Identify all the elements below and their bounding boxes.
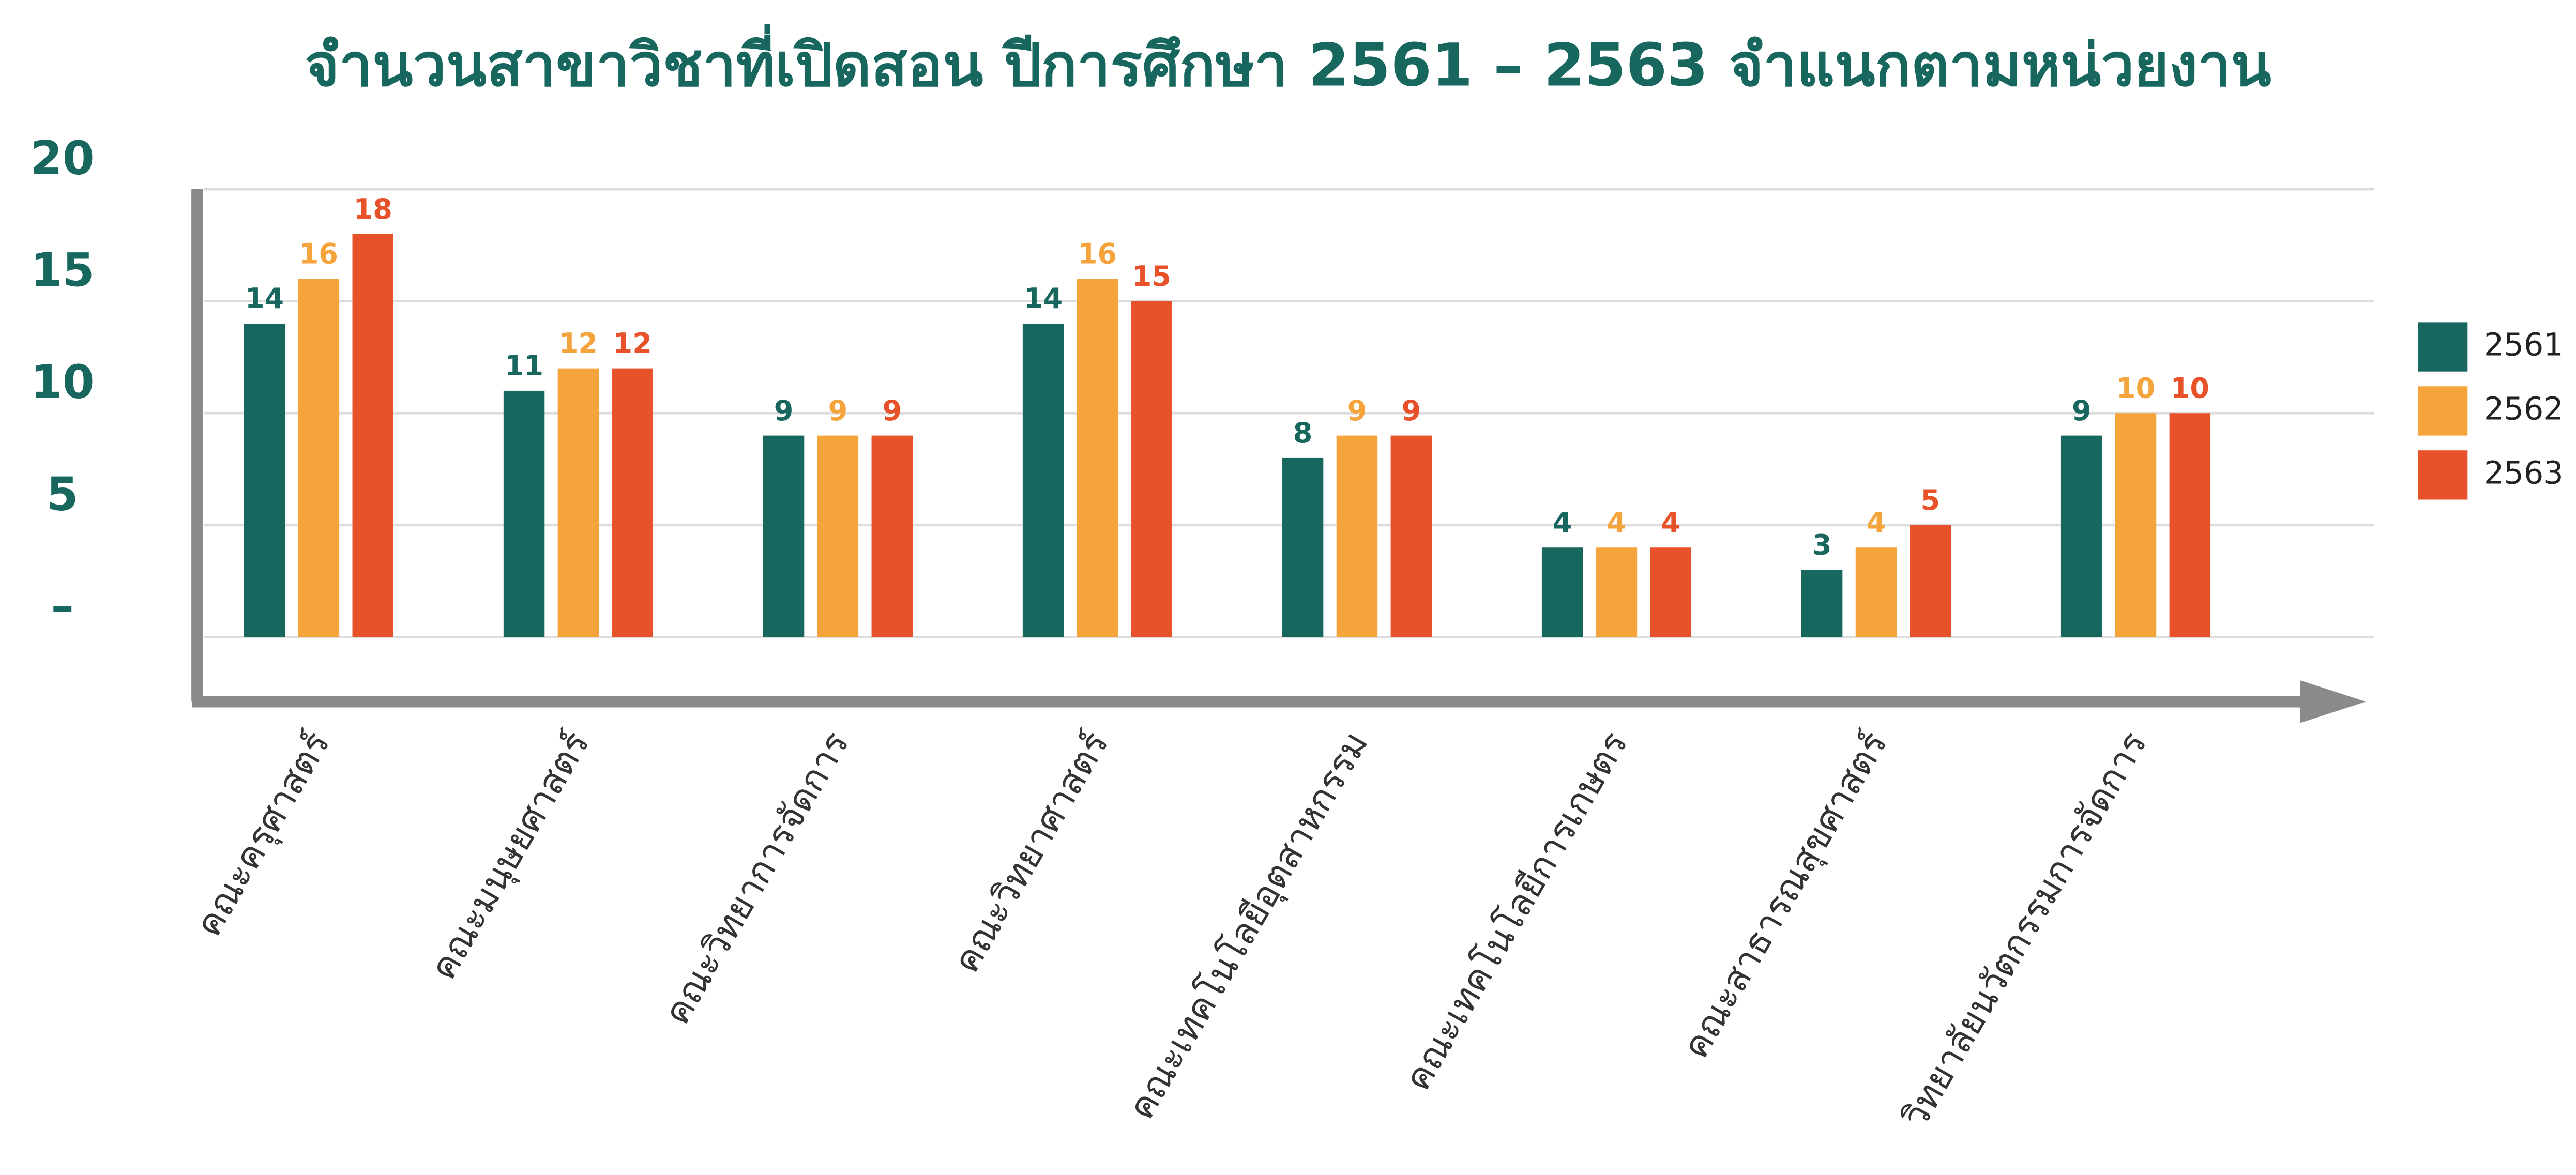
value-label: 12: [613, 327, 652, 360]
legend-swatch: [2418, 450, 2468, 500]
value-label: 14: [1024, 282, 1063, 315]
bar: [2115, 413, 2157, 637]
bar: [557, 368, 599, 637]
chart-title: จำนวนสาขาวิชาที่เปิดสอน ปีการศึกษา 2561 …: [305, 23, 2271, 99]
value-label: 9: [2072, 394, 2092, 427]
bar: [1650, 547, 1692, 637]
bar: [2060, 435, 2102, 637]
bar: [1541, 547, 1583, 637]
bar: [2169, 413, 2211, 637]
value-label: 4: [1661, 506, 1681, 539]
bar: [1022, 323, 1064, 637]
value-label: 4: [1867, 506, 1886, 539]
bar: [871, 435, 913, 637]
value-label: 10: [2171, 372, 2209, 404]
y-tick-label: –: [51, 579, 73, 633]
legend-label: 2563: [2484, 455, 2564, 491]
bar: [1131, 301, 1173, 637]
y-tick-label: 5: [47, 467, 79, 521]
bar: [503, 390, 545, 637]
x-tick-label: คณะเทคโนโลยีอุตสาหกรรม: [1120, 725, 1377, 1127]
bar: [1077, 279, 1118, 637]
value-label: 4: [1553, 506, 1572, 539]
bar: [352, 234, 393, 637]
bar: [612, 368, 653, 637]
bar: [1596, 547, 1638, 637]
x-tick-label: วิทยาลัยนวัตกรรมการจัดการ: [1894, 725, 2155, 1135]
value-label: 9: [828, 394, 848, 427]
value-label: 8: [1293, 417, 1313, 449]
value-label: 9: [774, 394, 794, 427]
x-tick-label: คณะเทคโนโลยีการเกษตร: [1396, 725, 1636, 1098]
legend-label: 2562: [2484, 391, 2564, 428]
value-label: 10: [2116, 372, 2155, 404]
legend-swatch: [2418, 386, 2468, 436]
x-tick-label: คณะมนุษยศาสตร์: [422, 725, 598, 987]
legend-label: 2561: [2484, 327, 2564, 363]
value-label: 9: [882, 394, 902, 427]
value-label: 9: [1402, 394, 1421, 427]
bar: [763, 435, 805, 637]
bar: [1855, 547, 1897, 637]
value-label: 16: [299, 237, 338, 270]
y-tick-label: 10: [31, 355, 95, 409]
x-axis-arrow: [2300, 680, 2366, 723]
value-label: 15: [1132, 260, 1171, 293]
value-label: 16: [1078, 237, 1117, 270]
legend-swatch: [2418, 322, 2468, 372]
marks: 14 16 18 11 12 12 9 9 9 14 16 15 8 9 9 4 4 4 3 4 5 9 10 10: [244, 193, 2211, 637]
value-label: 5: [1921, 484, 1941, 516]
value-label: 12: [559, 327, 598, 360]
bar: [1336, 435, 1378, 637]
bar: [1910, 525, 1951, 637]
value-label: 4: [1607, 506, 1627, 539]
value-label: 9: [1347, 394, 1367, 427]
value-label: 14: [245, 282, 284, 315]
bar: [244, 323, 285, 637]
bar: [817, 435, 859, 637]
bar: [1282, 457, 1324, 637]
x-tick-label: คณะครุศาสตร์: [187, 725, 339, 944]
bar: [298, 279, 340, 637]
y-tick-label: 20: [31, 131, 95, 185]
bar: [1390, 435, 1432, 637]
x-tick-label: คณะวิทยาศาสตร์: [945, 725, 1117, 980]
value-label: 11: [505, 349, 543, 382]
bar: [1801, 570, 1843, 637]
x-tick-label: คณะสาธารณสุขศาสตร์: [1674, 725, 1896, 1066]
x-tick-label: คณะวิทยาการจัดการ: [656, 725, 857, 1032]
value-label: 3: [1812, 529, 1832, 561]
y-tick-label: 15: [31, 243, 95, 297]
value-label: 18: [354, 193, 392, 225]
